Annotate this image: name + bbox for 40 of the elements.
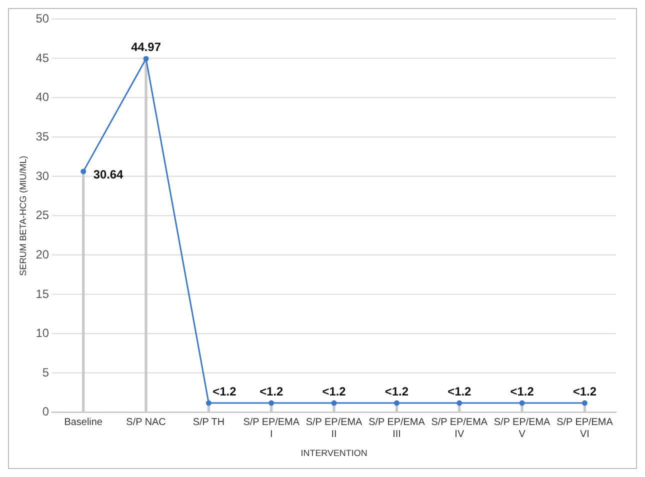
x-axis-title: INTERVENTION	[300, 448, 368, 458]
y-tick-label: 25	[36, 208, 50, 222]
point	[519, 400, 525, 406]
data-label: <1.2	[448, 384, 472, 398]
y-tick-label: 20	[36, 247, 50, 262]
data-label: <1.2	[212, 384, 237, 398]
x-tick-label: S/P EP/EMA III	[368, 417, 426, 440]
point	[582, 400, 588, 406]
x-tick-label: S/P NAC	[126, 417, 166, 428]
x-tick-label: Baseline	[64, 417, 103, 428]
data-label: <1.2	[572, 384, 597, 398]
point	[80, 168, 86, 174]
x-tick-label: S/P EP/EMA VI	[556, 417, 614, 440]
data-label: <1.2	[260, 384, 284, 398]
data-label: <1.2	[384, 384, 409, 398]
point	[456, 400, 462, 406]
y-tick-label: 15	[36, 286, 50, 301]
point	[331, 400, 337, 406]
x-tick-label: S/P EP/EMA V	[494, 417, 551, 440]
point	[206, 400, 212, 406]
y-tick-label: 50	[36, 11, 50, 26]
y-tick-label: 10	[36, 326, 50, 340]
y-tick-label: 45	[36, 50, 50, 65]
data-label: <1.2	[322, 384, 346, 398]
y-axis-title: SERUM BETA-HCG (MIU/ML)	[18, 156, 28, 276]
y-tick-label: 35	[36, 129, 50, 144]
x-tick-label: S/P EP/EMA II	[306, 417, 363, 440]
x-tick-label: S/P EP/EMA IV	[431, 417, 488, 440]
point	[394, 400, 400, 406]
point	[268, 400, 274, 406]
data-label: <1.2	[510, 384, 534, 398]
point	[143, 56, 149, 62]
y-tick-label: 0	[42, 404, 50, 419]
y-tick-label: 30	[36, 168, 50, 183]
y-tick-label: 5	[42, 365, 50, 380]
data-label: 30.64	[93, 168, 124, 182]
data-label: 44.97	[131, 40, 162, 54]
x-tick-label: S/P TH	[192, 417, 225, 428]
x-tick-label: S/P EP/EMA I	[243, 417, 300, 440]
y-tick-label: 40	[36, 90, 50, 104]
